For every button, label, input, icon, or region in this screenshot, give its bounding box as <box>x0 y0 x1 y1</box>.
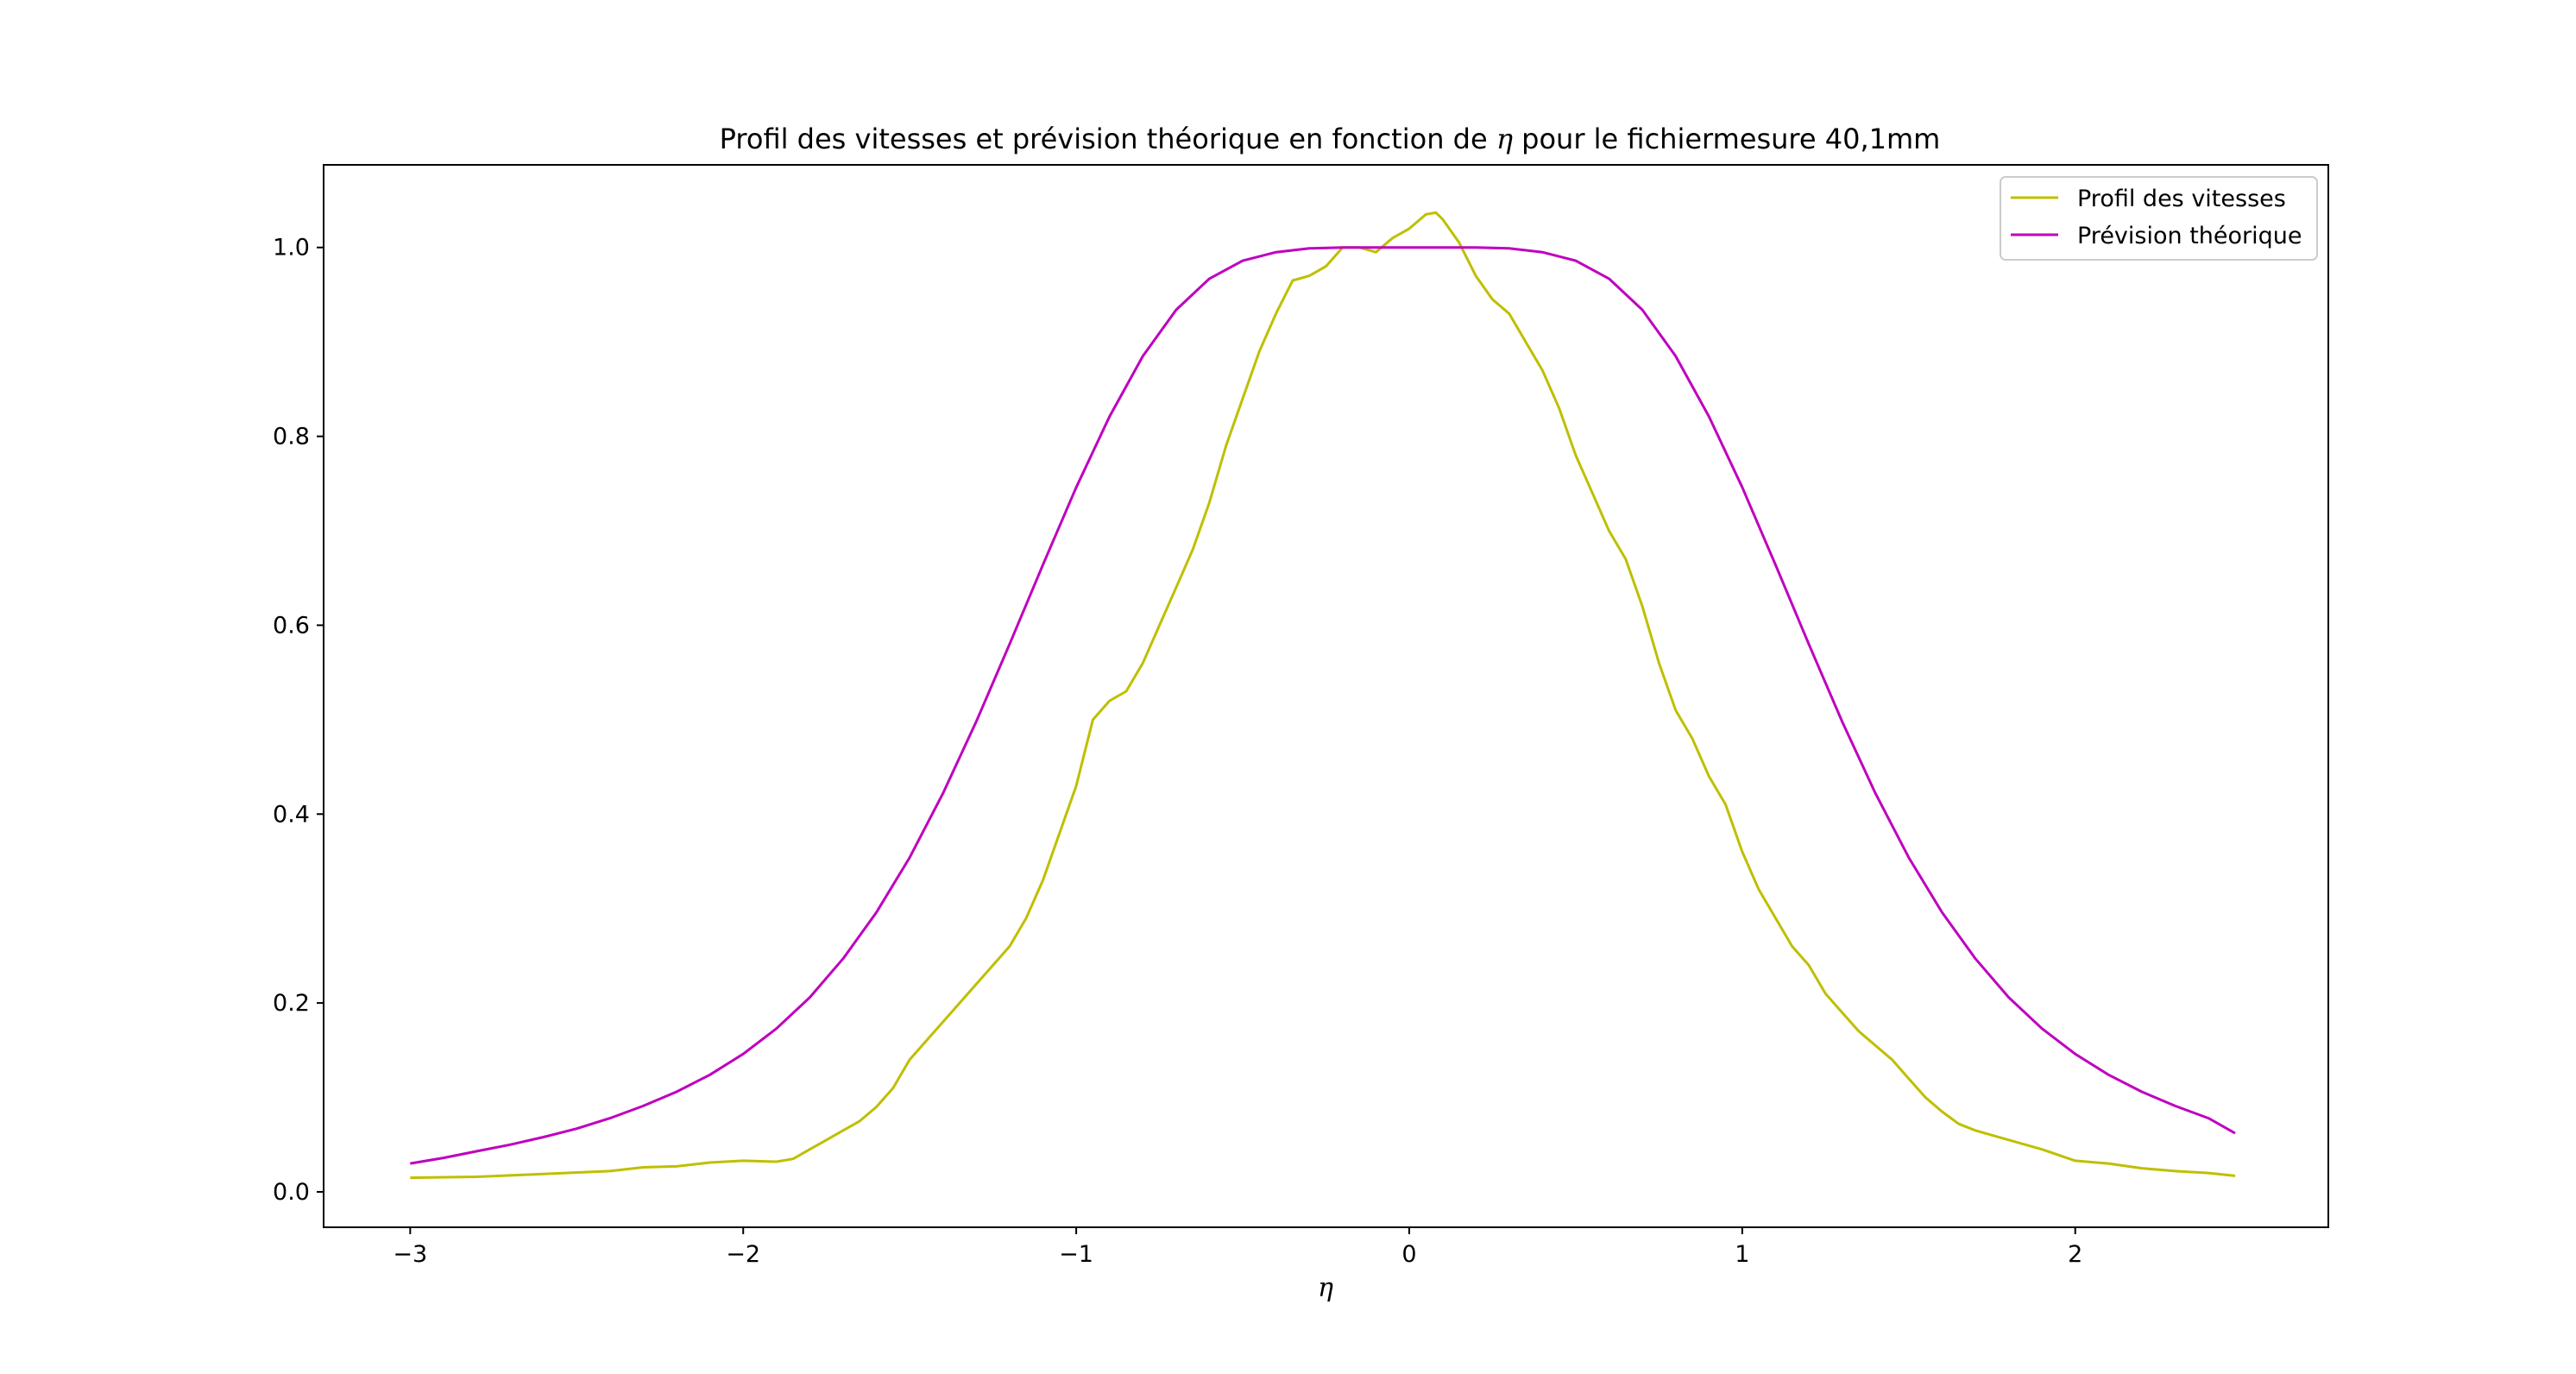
x-tick-label: 2 <box>2068 1241 2082 1268</box>
x-tick-label: 1 <box>1735 1241 1749 1268</box>
chart-title-part-3: pour le fichiermesure 40,1mm <box>1513 123 1940 155</box>
series-layer <box>410 211 2236 1180</box>
x-tick-label: 0 <box>1401 1241 1416 1268</box>
y-tick-label: 0.4 <box>273 801 310 828</box>
x-axis-label: η <box>1318 1273 1333 1303</box>
series-line-profil-des-vitesses <box>410 211 2236 1180</box>
series-line-prevision-theorique <box>410 246 2236 1165</box>
chart-title: Profil des vitesses et prévision théoriq… <box>720 123 1941 155</box>
y-tick-label: 0.6 <box>273 612 310 639</box>
y-tick-label: 0.8 <box>273 424 310 451</box>
legend-frame <box>2000 176 2318 261</box>
y-tick-label: 0.0 <box>273 1179 310 1206</box>
legend-label-prevision: Prévision théorique <box>2077 223 2302 249</box>
legend: Profil des vitesses Prévision théorique <box>2000 176 2318 261</box>
legend-label-profil: Profil des vitesses <box>2077 186 2286 212</box>
y-axis: 0.0 0.2 0.4 0.6 0.8 1.0 <box>273 235 324 1206</box>
x-tick-label: −2 <box>726 1241 760 1268</box>
plot-frame <box>323 164 2329 1228</box>
y-tick-label: 1.0 <box>273 235 310 262</box>
x-tick-label: −3 <box>393 1241 427 1268</box>
chart-title-part-2: η <box>1496 123 1513 155</box>
y-tick-label: 0.2 <box>273 990 310 1017</box>
x-tick-label: −1 <box>1059 1241 1093 1268</box>
chart-title-part-1: Profil des vitesses et prévision théoriq… <box>720 123 1496 155</box>
x-axis: −3 −2 −1 0 1 2 <box>393 1227 2082 1268</box>
